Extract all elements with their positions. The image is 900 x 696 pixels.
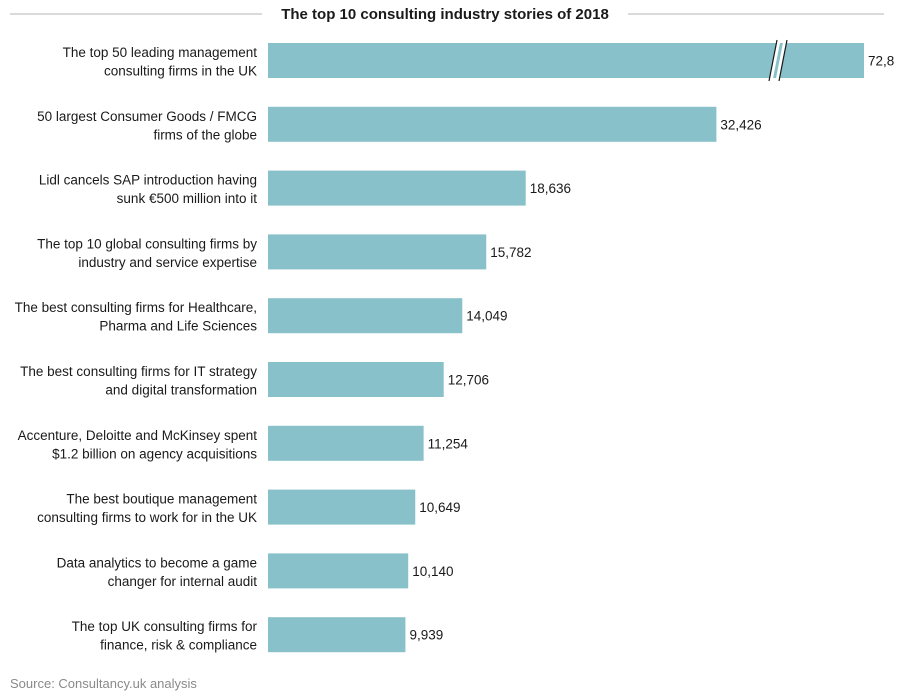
axis-break-mark xyxy=(768,39,778,82)
category-label: 50 largest Consumer Goods / FMCG firms of… xyxy=(37,109,257,143)
bar xyxy=(268,362,444,397)
category-label: The top UK consulting firms for finance, … xyxy=(72,619,258,653)
category-label: The best consulting firms for IT strateg… xyxy=(20,364,257,398)
bar xyxy=(268,106,717,142)
chart-title: The top 10 consulting industry stories o… xyxy=(281,6,609,23)
category-label: Accenture, Deloitte and McKinsey spent $1… xyxy=(18,428,258,462)
axis-break-mark xyxy=(778,39,788,82)
source-note: Source: Consultancy.uk analysis xyxy=(10,676,197,691)
bar xyxy=(268,234,487,270)
category-label: Data analytics to become a game changer f… xyxy=(57,555,258,589)
value-label: 14,049 xyxy=(466,309,507,324)
value-label: 15,782 xyxy=(490,245,531,260)
category-label: The best consulting firms for Healthcare… xyxy=(15,300,258,334)
axis-break-gap xyxy=(775,39,787,82)
category-label: Lidl cancels SAP introduction having sunk… xyxy=(39,173,257,207)
bar xyxy=(268,298,463,334)
value-label: 9,939 xyxy=(409,628,443,643)
value-label: 32,426 xyxy=(720,117,761,132)
bar xyxy=(268,489,416,525)
bar xyxy=(268,553,409,589)
value-label: 11,254 xyxy=(428,436,469,451)
category-label: The best boutique management consulting f… xyxy=(37,492,257,525)
bar xyxy=(268,170,526,206)
bar xyxy=(268,43,864,78)
category-label: The top 50 leading management consulting … xyxy=(63,45,258,79)
bar xyxy=(268,617,406,653)
category-label: The top 10 global consulting firms by ind… xyxy=(37,236,257,270)
value-label: 18,636 xyxy=(530,181,571,196)
bar xyxy=(268,425,424,461)
value-label: 10,649 xyxy=(419,500,460,515)
value-label: 12,706 xyxy=(448,373,489,388)
axis-break-gap xyxy=(769,39,781,82)
value-label: 10,140 xyxy=(412,564,453,579)
value-label: 72,8 xyxy=(868,54,894,69)
